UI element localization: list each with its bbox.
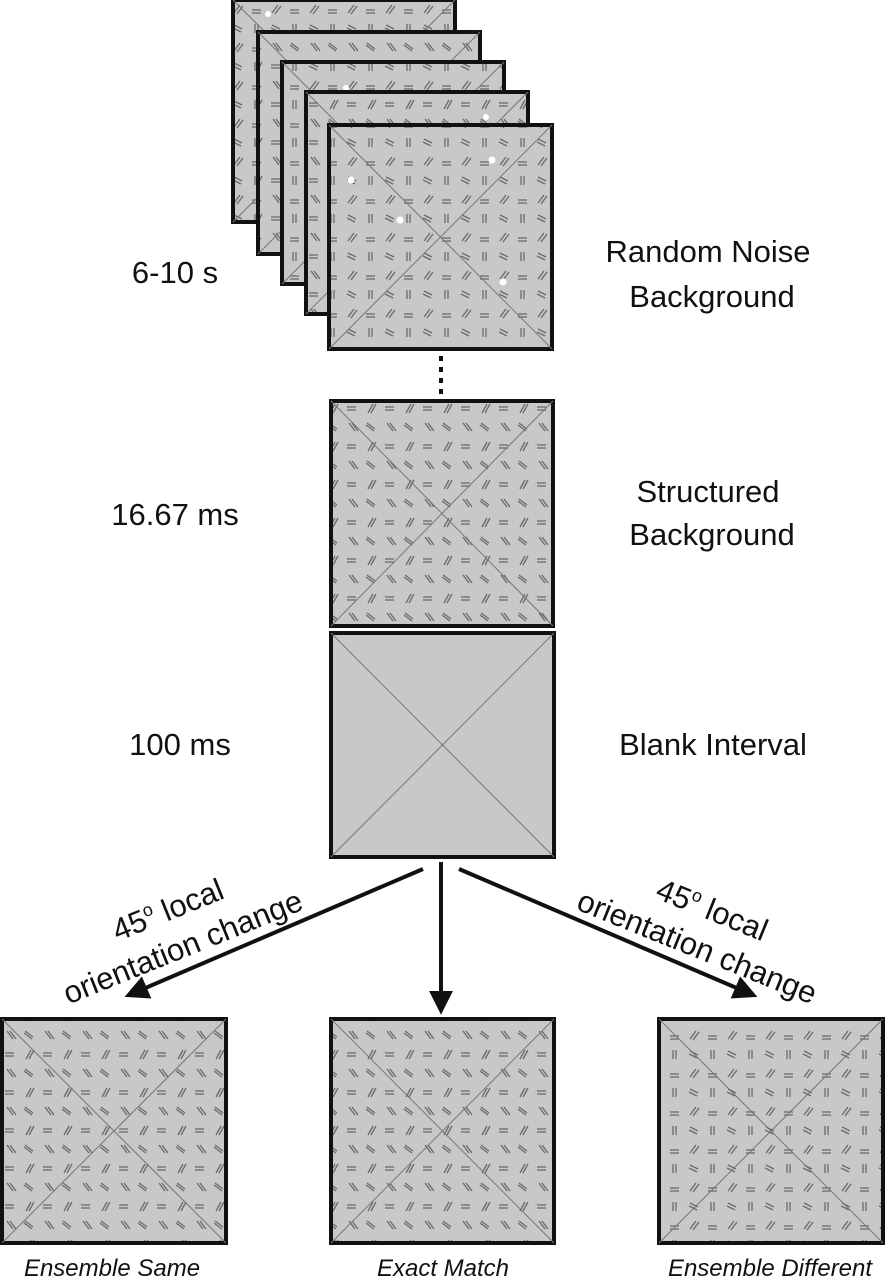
- stage-name-noise-line2: Background: [629, 279, 794, 314]
- arrow-right: [458, 867, 758, 999]
- caption-exact-match: Exact Match: [377, 1255, 509, 1280]
- noise-frame-front: [327, 123, 554, 351]
- duration-structured: 16.67 ms: [111, 497, 239, 532]
- blank-interval-panel: [329, 631, 556, 859]
- structured-background-panel: [329, 399, 555, 628]
- duration-noise: 6-10 s: [132, 255, 218, 290]
- branch-right-number: 45: [651, 872, 696, 917]
- outcome-panel-exact-match: [329, 1017, 556, 1245]
- branch-label-right: 45o local orientation change: [572, 872, 822, 1011]
- arrow-left: [124, 867, 424, 999]
- stage-name-structured-line2: Background: [629, 517, 794, 552]
- duration-blank: 100 ms: [129, 727, 231, 762]
- branch-label-left: 45o local orientation change: [58, 872, 308, 1011]
- caption-ensemble-same: Ensemble Same: [24, 1255, 200, 1280]
- stage-name-structured-line1: Structured: [636, 474, 779, 509]
- caption-ensemble-different: Ensemble Different: [668, 1255, 873, 1280]
- outcome-panel-ensemble-different: [657, 1017, 885, 1245]
- stage-name-blank: Blank Interval: [619, 727, 807, 762]
- outcome-panel-ensemble-same: [0, 1017, 228, 1245]
- noise-frame-stack: [231, 0, 554, 351]
- stage-name-noise-line1: Random Noise: [605, 234, 810, 269]
